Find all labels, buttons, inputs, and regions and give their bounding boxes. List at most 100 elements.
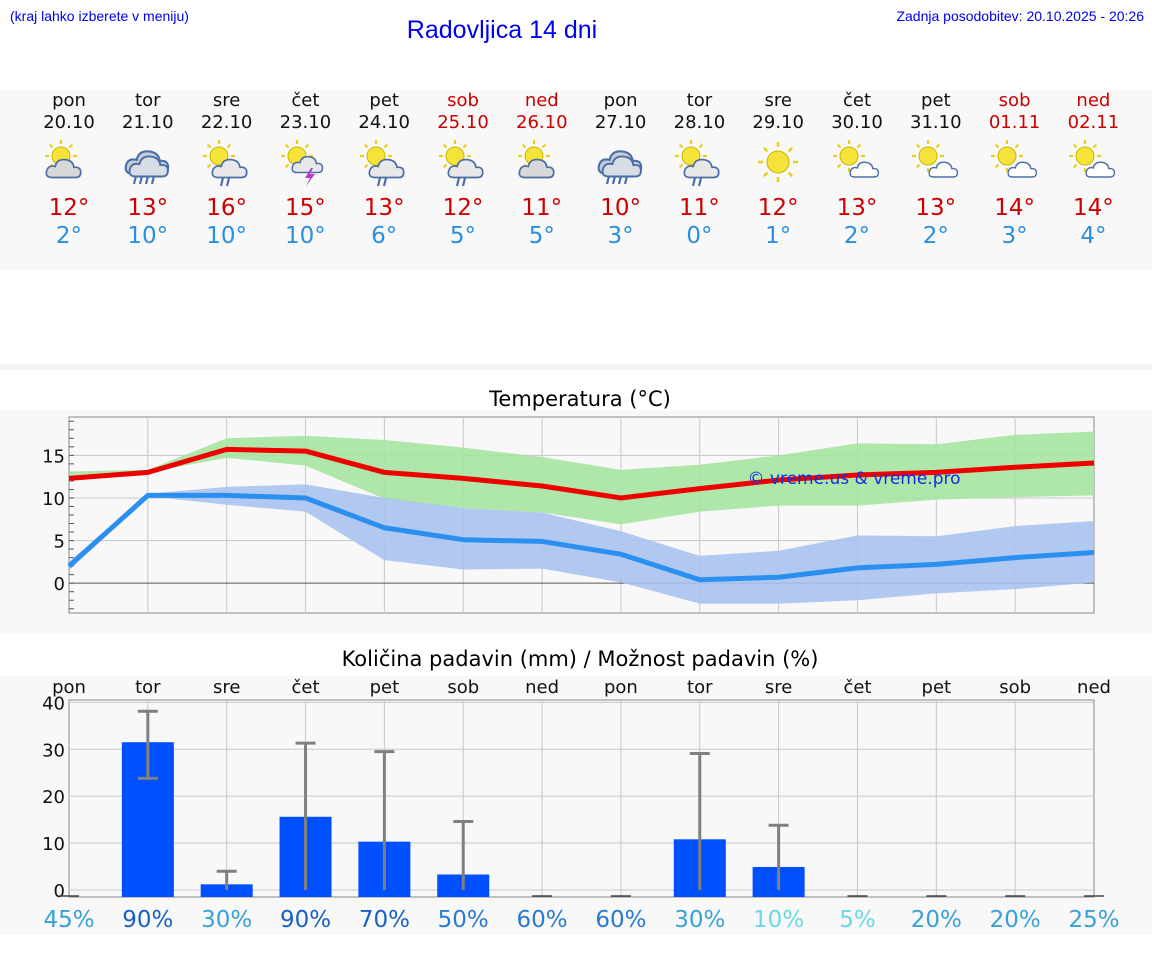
day-name: pet — [369, 90, 399, 111]
day-column: čet 23.10 15° 10° — [265, 90, 345, 250]
max-temperature: 12° — [757, 195, 799, 221]
day-date: 27.10 — [594, 112, 647, 133]
max-temperature: 11° — [679, 195, 720, 221]
heavy-rain-icon — [124, 150, 169, 185]
x-tick-label: sob — [999, 677, 1031, 698]
day-name: sre — [764, 90, 792, 111]
precipitation-chance-label: 50% — [438, 907, 489, 933]
x-tick-label: sre — [765, 677, 792, 698]
sun-rain-icon — [202, 140, 248, 187]
section-divider — [0, 364, 1152, 370]
day-date: 31.10 — [910, 112, 962, 133]
day-name: čet — [842, 90, 872, 111]
day-name: sre — [212, 90, 241, 111]
max-temperature: 10° — [600, 195, 641, 221]
day-name: čet — [291, 90, 320, 111]
precipitation-chance-label: 25% — [1068, 907, 1119, 933]
precipitation-chance-label: 45% — [43, 907, 94, 933]
precipitation-chance-label: 20% — [990, 907, 1041, 933]
min-temperature: 2° — [922, 223, 949, 249]
min-temperature: 2° — [55, 223, 83, 249]
plot-area — [68, 699, 1095, 898]
day-date: 22.10 — [200, 112, 253, 133]
min-temperature-band — [69, 484, 1094, 604]
min-temperature: 10° — [285, 223, 326, 249]
day-name: ned — [524, 90, 559, 111]
day-column: sob 25.10 12° 5° — [423, 90, 503, 250]
min-temperature: 1° — [765, 223, 792, 249]
max-temperature: 14° — [1073, 195, 1114, 221]
page-title: Radovljica 14 dni — [406, 16, 598, 44]
y-tick-label: 15 — [42, 446, 65, 467]
y-tick-label: 30 — [42, 740, 65, 761]
day-column: ned 02.11 14° 4° — [1053, 90, 1133, 250]
max-temperature: 12° — [48, 195, 90, 221]
partly-cloudy-icon — [990, 140, 1037, 178]
y-tick-label: 5 — [54, 532, 65, 553]
min-temperature: 3° — [607, 223, 634, 249]
day-name: pet — [921, 90, 951, 111]
x-tick-label: pon — [52, 677, 86, 698]
max-temperature: 11° — [521, 195, 563, 221]
min-temperature: 10° — [206, 223, 247, 249]
max-temperature: 12° — [442, 195, 484, 221]
max-temperature: 13° — [915, 195, 957, 221]
day-column: sob 01.11 14° 3° — [975, 90, 1055, 250]
day-date: 26.10 — [516, 112, 568, 133]
day-date: 21.10 — [122, 112, 174, 133]
y-tick-label: 0 — [54, 881, 65, 902]
forecast-strip: pon 20.10 12° 2° tor 21.10 13° 10° sre 22.10 16° 10… — [0, 90, 1152, 270]
x-tick-label: pon — [604, 677, 638, 698]
precipitation-chance-label: 70% — [359, 907, 410, 933]
day-name: pon — [52, 90, 86, 111]
day-name: sob — [447, 90, 479, 111]
sun-icon — [758, 142, 799, 182]
precipitation-chance-label: 20% — [911, 907, 962, 933]
sun-rain-icon — [439, 140, 484, 187]
day-date: 28.10 — [673, 112, 726, 133]
day-date: 23.10 — [279, 112, 332, 133]
precipitation-chance-label: 30% — [201, 907, 252, 933]
min-temperature: 6° — [371, 223, 398, 249]
min-temperature: 2° — [843, 223, 871, 249]
day-date: 01.11 — [988, 112, 1041, 133]
min-temperature-line — [67, 492, 1095, 583]
day-column: ned 26.10 11° 5° — [502, 90, 582, 250]
day-date: 02.11 — [1067, 112, 1120, 133]
x-tick-label: sre — [213, 677, 240, 698]
day-column: sre 22.10 16° 10° — [187, 90, 267, 250]
precipitation-chance-label: 60% — [517, 907, 568, 933]
day-name: sob — [998, 90, 1031, 111]
max-temperature: 13° — [127, 195, 169, 221]
day-date: 24.10 — [358, 112, 410, 133]
max-temperature: 16° — [206, 195, 247, 221]
y-tick-label: 40 — [42, 693, 65, 714]
temperature-chart: 0 5 10 15 © vreme.us & vreme.pro — [42, 416, 1095, 614]
day-name: tor — [686, 90, 713, 111]
precipitation-chance-label: 90% — [280, 907, 331, 933]
sun-thunderstorm-icon — [281, 140, 324, 186]
y-tick-label: 20 — [42, 787, 65, 808]
day-column: tor 28.10 11° 0° — [659, 90, 739, 250]
day-column: pon 20.10 12° 2° — [29, 90, 109, 250]
partly-cloudy-icon — [911, 140, 958, 178]
x-tick-label: ned — [1077, 677, 1111, 698]
precipitation-chart-title: Količina padavin (mm) / Možnost padavin … — [341, 647, 819, 671]
last-update: Zadnja posodobitev: 20.10.2025 - 20:26 — [896, 8, 1144, 24]
max-temperature: 15° — [285, 195, 326, 221]
day-column: pon 27.10 10° 3° — [581, 90, 661, 250]
min-temperature: 5° — [449, 223, 477, 249]
location-menu-hint[interactable]: (kraj lahko izberete v meniju) — [10, 8, 189, 24]
x-tick-label: pet — [370, 677, 400, 698]
day-date: 25.10 — [437, 112, 489, 133]
max-temperature: 14° — [994, 195, 1035, 221]
partly-cloudy-icon — [833, 140, 880, 178]
day-column: čet 30.10 13° 2° — [817, 90, 897, 250]
min-temperature: 0° — [686, 223, 713, 249]
y-tick-label: 0 — [54, 574, 65, 595]
sun-rain-icon — [360, 140, 405, 187]
day-date: 30.10 — [831, 112, 883, 133]
x-tick-label: sob — [447, 677, 479, 698]
precipitation-chance-label: 30% — [674, 907, 725, 933]
day-date: 29.10 — [752, 112, 804, 133]
